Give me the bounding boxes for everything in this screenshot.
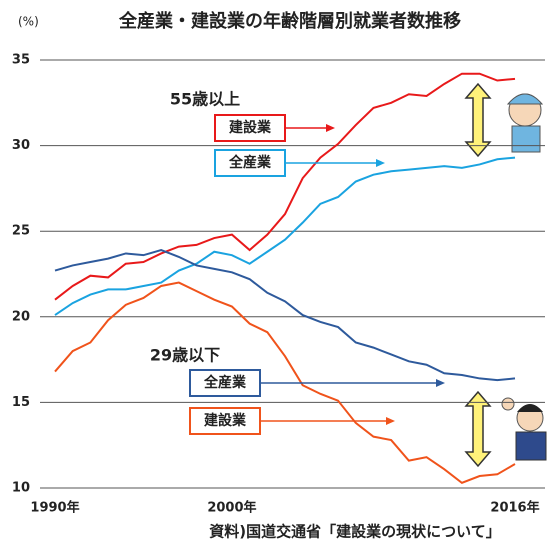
y-unit: (%) [18, 15, 39, 29]
series-line [55, 250, 515, 380]
x-tick-label: 1990年 [30, 500, 79, 516]
legend-arrowhead [386, 417, 395, 425]
worker-icon [508, 94, 542, 152]
double-arrow [466, 84, 490, 466]
x-tick-label: 2016年 [490, 500, 539, 516]
group-label: 55歳以上 [170, 90, 240, 109]
legend-arrowhead [436, 379, 445, 387]
legend-arrowhead [376, 159, 385, 167]
businessman-icon [502, 398, 546, 460]
y-tick-label: 25 [12, 224, 30, 239]
chart: (%) 全産業・建設業の年齢階層別就業者数推移 資料)国道交通省「建設業の現状に… [0, 0, 552, 547]
x-tick-label: 2000年 [207, 500, 256, 516]
legend-label: 全産業 [203, 374, 247, 391]
y-tick-label: 10 [12, 481, 30, 496]
y-tick-label: 35 [12, 53, 30, 68]
legend-arrowhead [326, 124, 335, 132]
legend-label: 建設業 [229, 119, 272, 136]
legend-label: 全産業 [228, 154, 272, 171]
y-tick-label: 20 [12, 309, 30, 324]
page: {"chart_data": {"type": "line", "title":… [0, 0, 552, 547]
source-note: 資料)国道交通省「建設業の現状について」 [209, 523, 500, 541]
group-label: 29歳以下 [150, 346, 220, 365]
legend-label: 建設業 [204, 412, 247, 429]
y-tick-label: 30 [12, 138, 30, 153]
y-tick-label: 15 [12, 395, 30, 410]
series-line [55, 74, 515, 300]
chart-title: 全産業・建設業の年齢階層別就業者数推移 [118, 10, 461, 32]
series-line [55, 158, 515, 316]
